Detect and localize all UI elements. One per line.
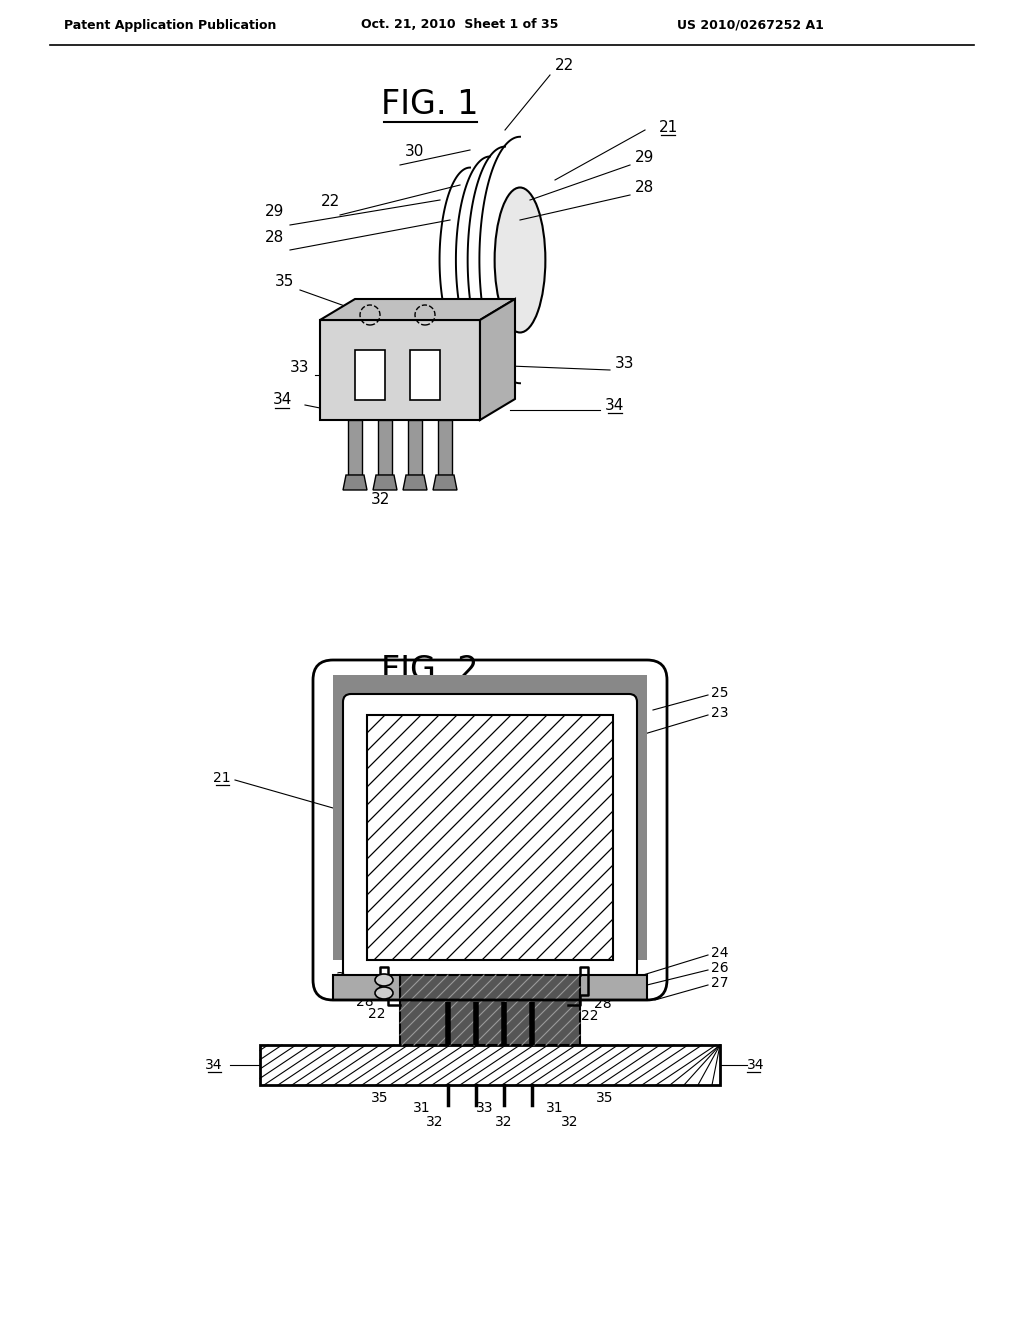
- Text: 32: 32: [561, 1115, 579, 1129]
- Text: 21: 21: [658, 120, 678, 135]
- Text: 31: 31: [414, 1101, 431, 1115]
- Polygon shape: [367, 715, 613, 960]
- Text: 34: 34: [746, 1059, 765, 1072]
- Text: 31: 31: [546, 1101, 564, 1115]
- FancyBboxPatch shape: [343, 694, 637, 979]
- Text: 30: 30: [336, 972, 353, 985]
- Polygon shape: [319, 319, 480, 420]
- Text: 27: 27: [712, 975, 729, 990]
- Text: 35: 35: [596, 1092, 613, 1105]
- Text: 29: 29: [635, 150, 654, 165]
- Text: 33: 33: [615, 355, 635, 371]
- Text: 34: 34: [605, 397, 625, 412]
- Text: 25: 25: [712, 686, 729, 700]
- Text: 26: 26: [712, 961, 729, 975]
- Text: 28: 28: [265, 230, 285, 244]
- Text: 21: 21: [213, 771, 230, 785]
- Text: 30: 30: [406, 144, 425, 160]
- Text: 22: 22: [555, 58, 574, 73]
- Text: 28: 28: [356, 995, 374, 1008]
- Polygon shape: [480, 300, 515, 420]
- Polygon shape: [378, 420, 392, 475]
- Text: 22: 22: [582, 1008, 599, 1023]
- Polygon shape: [333, 975, 400, 1001]
- Polygon shape: [348, 420, 362, 475]
- Text: 35: 35: [275, 275, 295, 289]
- Polygon shape: [433, 475, 457, 490]
- Text: FIG. 1: FIG. 1: [381, 88, 479, 121]
- Text: 29: 29: [265, 205, 285, 219]
- Text: 32: 32: [496, 1115, 513, 1129]
- Polygon shape: [260, 1045, 720, 1085]
- Polygon shape: [319, 300, 515, 319]
- Text: 35: 35: [372, 1092, 389, 1105]
- Text: 28: 28: [635, 181, 654, 195]
- Polygon shape: [333, 675, 647, 705]
- Text: 28: 28: [594, 997, 611, 1011]
- Polygon shape: [438, 420, 452, 475]
- Ellipse shape: [375, 974, 393, 986]
- Text: 34: 34: [205, 1059, 223, 1072]
- Text: 22: 22: [321, 194, 340, 210]
- Text: 32: 32: [426, 1115, 443, 1129]
- Polygon shape: [343, 475, 367, 490]
- Polygon shape: [410, 350, 440, 400]
- Polygon shape: [580, 975, 647, 1001]
- Text: FIG. 2: FIG. 2: [381, 653, 479, 686]
- Text: Oct. 21, 2010  Sheet 1 of 35: Oct. 21, 2010 Sheet 1 of 35: [361, 18, 559, 32]
- Ellipse shape: [375, 987, 393, 999]
- Text: Patent Application Publication: Patent Application Publication: [63, 18, 276, 32]
- Text: 29: 29: [346, 983, 364, 997]
- Polygon shape: [403, 475, 427, 490]
- Text: 33: 33: [476, 1101, 494, 1115]
- Text: 34: 34: [272, 392, 292, 408]
- Ellipse shape: [495, 187, 546, 333]
- Text: 23: 23: [712, 706, 729, 719]
- Text: US 2010/0267252 A1: US 2010/0267252 A1: [677, 18, 823, 32]
- Text: 32: 32: [371, 492, 390, 507]
- Polygon shape: [355, 350, 385, 400]
- Text: 29: 29: [608, 985, 626, 999]
- Text: 33: 33: [290, 360, 309, 375]
- Polygon shape: [617, 680, 647, 960]
- Polygon shape: [408, 420, 422, 475]
- Polygon shape: [373, 475, 397, 490]
- Text: 24: 24: [712, 946, 729, 960]
- Polygon shape: [333, 680, 362, 960]
- Text: 22: 22: [369, 1007, 386, 1020]
- Polygon shape: [400, 975, 580, 1045]
